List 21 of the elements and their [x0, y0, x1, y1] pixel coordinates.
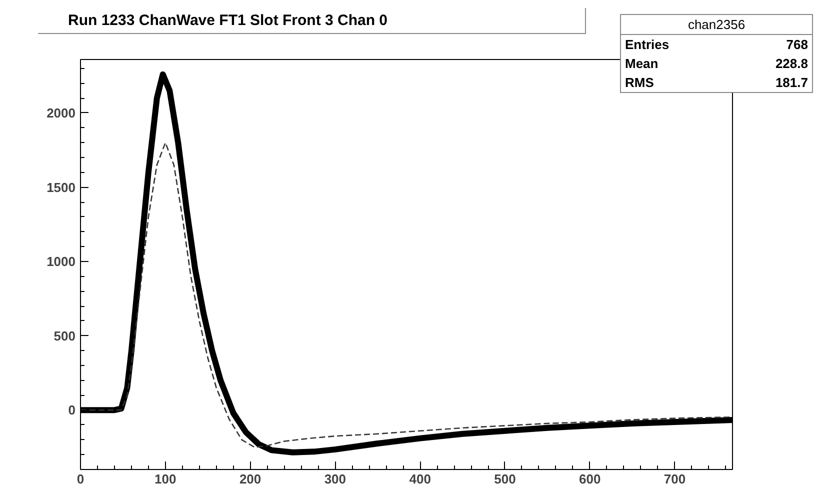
x-tick-label: 300 — [324, 472, 346, 486]
chart-title: Run 1233 ChanWave FT1 Slot Front 3 Chan 0 — [38, 8, 586, 34]
y-tick-label: 500 — [54, 328, 76, 344]
y-tick-label: 1000 — [46, 254, 76, 270]
text: 181.7 — [775, 74, 808, 91]
annotation: Mean — [625, 55, 658, 72]
x-tick-label: 400 — [409, 472, 431, 486]
text: 768 — [786, 36, 808, 53]
annotation: RMS — [625, 74, 654, 91]
y-tick-label: 1500 — [46, 180, 76, 195]
x-tick-label: 600 — [579, 472, 601, 486]
text: Entries — [625, 36, 670, 53]
y-tick-label: 0 — [68, 402, 76, 418]
x-tick-label: 200 — [239, 472, 262, 486]
x-tick-label: 100 — [154, 472, 176, 486]
x-tick-label: 500 — [494, 472, 516, 486]
y-tick-label: 2000 — [46, 105, 76, 120]
text: 228.8 — [775, 55, 808, 72]
line-series — [80, 142, 732, 448]
x-tick-label: 700 — [664, 472, 686, 486]
text: chan2356 — [621, 15, 812, 35]
